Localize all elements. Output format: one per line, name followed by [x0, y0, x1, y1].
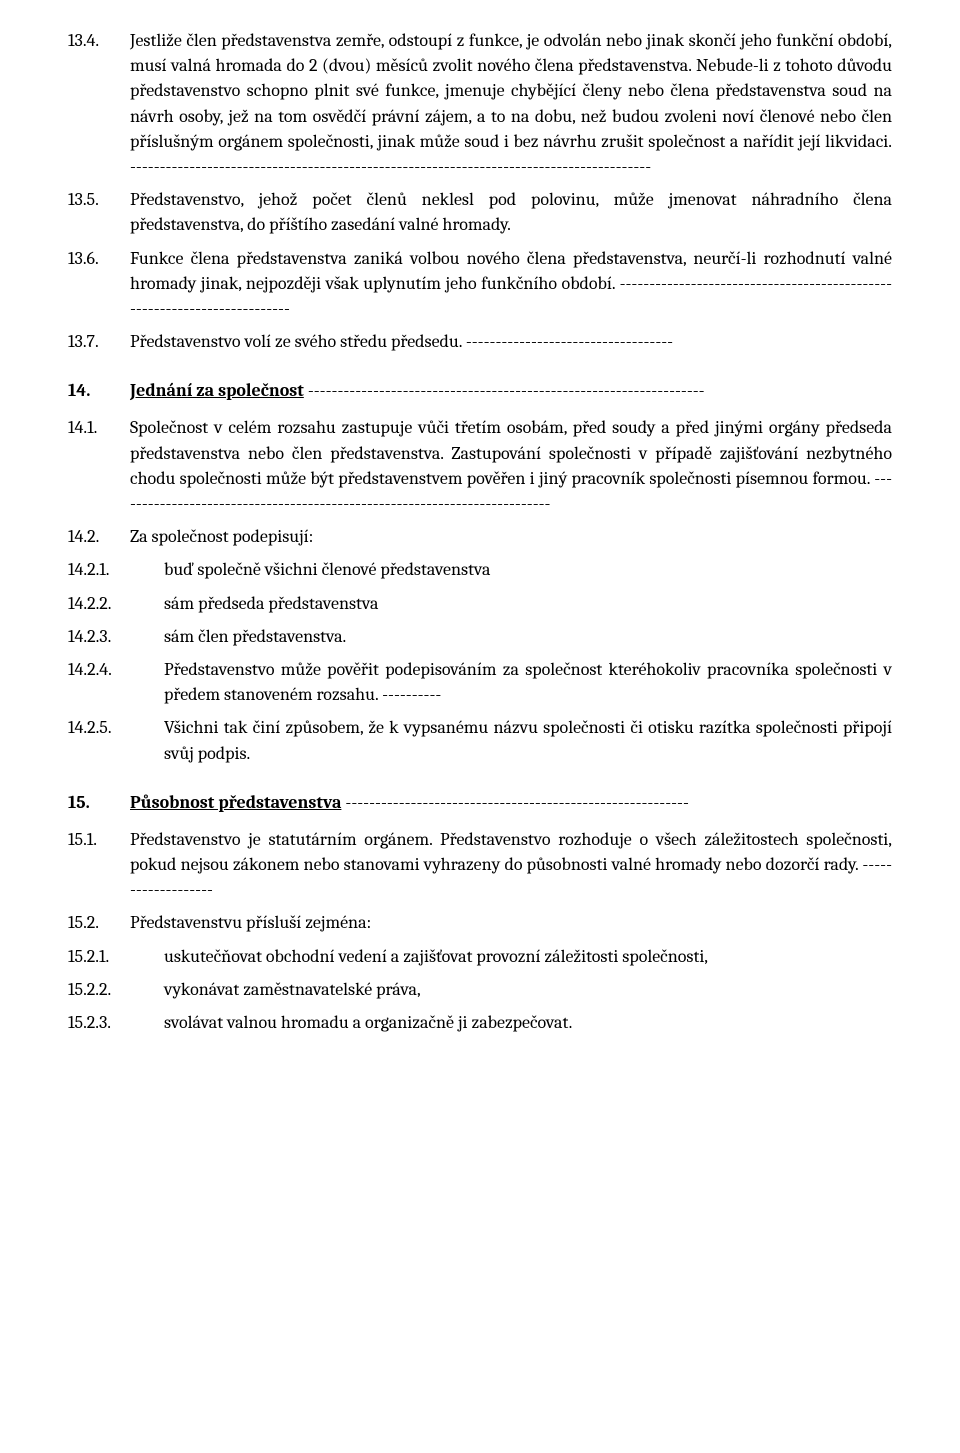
dash-fill: ----------------------------------------…	[341, 790, 892, 815]
clause-13-7: 13.7. Představenstvo volí ze svého střed…	[68, 329, 892, 354]
dash-fill: ----------------------------------------…	[130, 156, 651, 177]
section-title: Jednání za společnost	[130, 378, 304, 403]
clause-14-1: 14.1. Společnost v celém rozsahu zastupu…	[68, 415, 892, 516]
clause-13-5: 13.5. Představenstvo, jehož počet členů …	[68, 187, 892, 237]
clause-number: 13.7.	[68, 329, 130, 354]
clause-text-content: svolávat valnou hromadu a organizačně ji…	[164, 1012, 572, 1033]
clause-13-6: 13.6. Funkce člena představenstva zaniká…	[68, 246, 892, 322]
clause-text: Za společnost podepisují:	[130, 524, 892, 549]
clause-text-content: uskutečňovat obchodní vedení a zajišťova…	[164, 946, 708, 967]
clause-text-content: Představenstvu přísluší zejména:	[130, 912, 371, 933]
clause-number: 14.2.2.	[68, 591, 164, 616]
clause-15-2-2: 15.2.2. vykonávat zaměstnavatelské práva…	[68, 977, 892, 1002]
clause-text: buď společně všichni členové představens…	[164, 557, 892, 582]
clause-number: 14.2.5.	[68, 715, 164, 765]
section-number: 14.	[68, 378, 130, 403]
clause-text: sám člen představenstva.	[164, 624, 892, 649]
clause-number: 15.2.3.	[68, 1010, 164, 1035]
clause-text: Společnost v celém rozsahu zastupuje vůč…	[130, 415, 892, 516]
clause-text: Představenstvo může pověřit podepisování…	[164, 657, 892, 707]
clause-text: svolávat valnou hromadu a organizačně ji…	[164, 1010, 892, 1035]
clause-13-4: 13.4. Jestliže člen představenstva zemře…	[68, 28, 892, 179]
clause-number: 15.2.1.	[68, 944, 164, 969]
clause-text: Představenstvo, jehož počet členů nekles…	[130, 187, 892, 237]
clause-text-content: Společnost v celém rozsahu zastupuje vůč…	[130, 417, 892, 488]
clause-text-content: Představenstvo je statutárním orgánem. P…	[130, 829, 892, 875]
dash-fill: ----------	[382, 684, 441, 705]
clause-14-2-5: 14.2.5. Všichni tak činí způsobem, že k …	[68, 715, 892, 765]
clause-number: 13.6.	[68, 246, 130, 322]
clause-text: vykonávat zaměstnavatelské práva,	[164, 977, 892, 1002]
clause-text-content: Představenstvo může pověřit podepisování…	[164, 659, 892, 705]
dash-fill: ----------------------------------------…	[304, 378, 892, 403]
clause-15-2-1: 15.2.1. uskutečňovat obchodní vedení a z…	[68, 944, 892, 969]
clause-text-content: vykonávat zaměstnavatelské práva,	[164, 979, 421, 1000]
section-14-heading: 14. Jednání za společnost --------------…	[68, 378, 892, 403]
section-number: 15.	[68, 790, 130, 815]
clause-text-content: Všichni tak činí způsobem, že k vypsaném…	[164, 717, 892, 763]
dash-fill: -----------------------------------	[466, 331, 673, 352]
clause-number: 14.1.	[68, 415, 130, 516]
clause-14-2-2: 14.2.2. sám předseda představenstva	[68, 591, 892, 616]
clause-text: uskutečňovat obchodní vedení a zajišťova…	[164, 944, 892, 969]
section-15-heading: 15. Působnost představenstva -----------…	[68, 790, 892, 815]
clause-text-content: buď společně všichni členové představens…	[164, 559, 490, 580]
clause-14-2: 14.2. Za společnost podepisují:	[68, 524, 892, 549]
clause-text: Představenstvu přísluší zejména:	[130, 910, 892, 935]
clause-number: 13.4.	[68, 28, 130, 179]
clause-15-2-3: 15.2.3. svolávat valnou hromadu a organi…	[68, 1010, 892, 1035]
clause-14-2-4: 14.2.4. Představenstvo může pověřit pode…	[68, 657, 892, 707]
clause-text-content: sám předseda představenstva	[164, 593, 378, 614]
clause-number: 13.5.	[68, 187, 130, 237]
clause-text: Představenstvo volí ze svého středu před…	[130, 329, 892, 354]
clause-number: 15.1.	[68, 827, 130, 903]
clause-text: Jestliže člen představenstva zemře, odst…	[130, 28, 892, 179]
clause-text-content: sám člen představenstva.	[164, 626, 346, 647]
section-title: Působnost představenstva	[130, 790, 341, 815]
clause-text-content: Představenstvo volí ze svého středu před…	[130, 331, 466, 352]
clause-number: 14.2.	[68, 524, 130, 549]
clause-text: sám předseda představenstva	[164, 591, 892, 616]
clause-text-content: Představenstvo, jehož počet členů nekles…	[130, 189, 892, 235]
clause-text: Představenstvo je statutárním orgánem. P…	[130, 827, 892, 903]
clause-15-2: 15.2. Představenstvu přísluší zejména:	[68, 910, 892, 935]
clause-14-2-3: 14.2.3. sám člen představenstva.	[68, 624, 892, 649]
clause-number: 15.2.2.	[68, 977, 164, 1002]
clause-number: 15.2.	[68, 910, 130, 935]
clause-number: 14.2.4.	[68, 657, 164, 707]
clause-text: Funkce člena představenstva zaniká volbo…	[130, 246, 892, 322]
clause-text: Všichni tak činí způsobem, že k vypsaném…	[164, 715, 892, 765]
clause-number: 14.2.1.	[68, 557, 164, 582]
clause-text-content: Za společnost podepisují:	[130, 526, 313, 547]
clause-number: 14.2.3.	[68, 624, 164, 649]
clause-14-2-1: 14.2.1. buď společně všichni členové pře…	[68, 557, 892, 582]
clause-text-content: Jestliže člen představenstva zemře, odst…	[130, 30, 892, 152]
clause-15-1: 15.1. Představenstvo je statutárním orgá…	[68, 827, 892, 903]
